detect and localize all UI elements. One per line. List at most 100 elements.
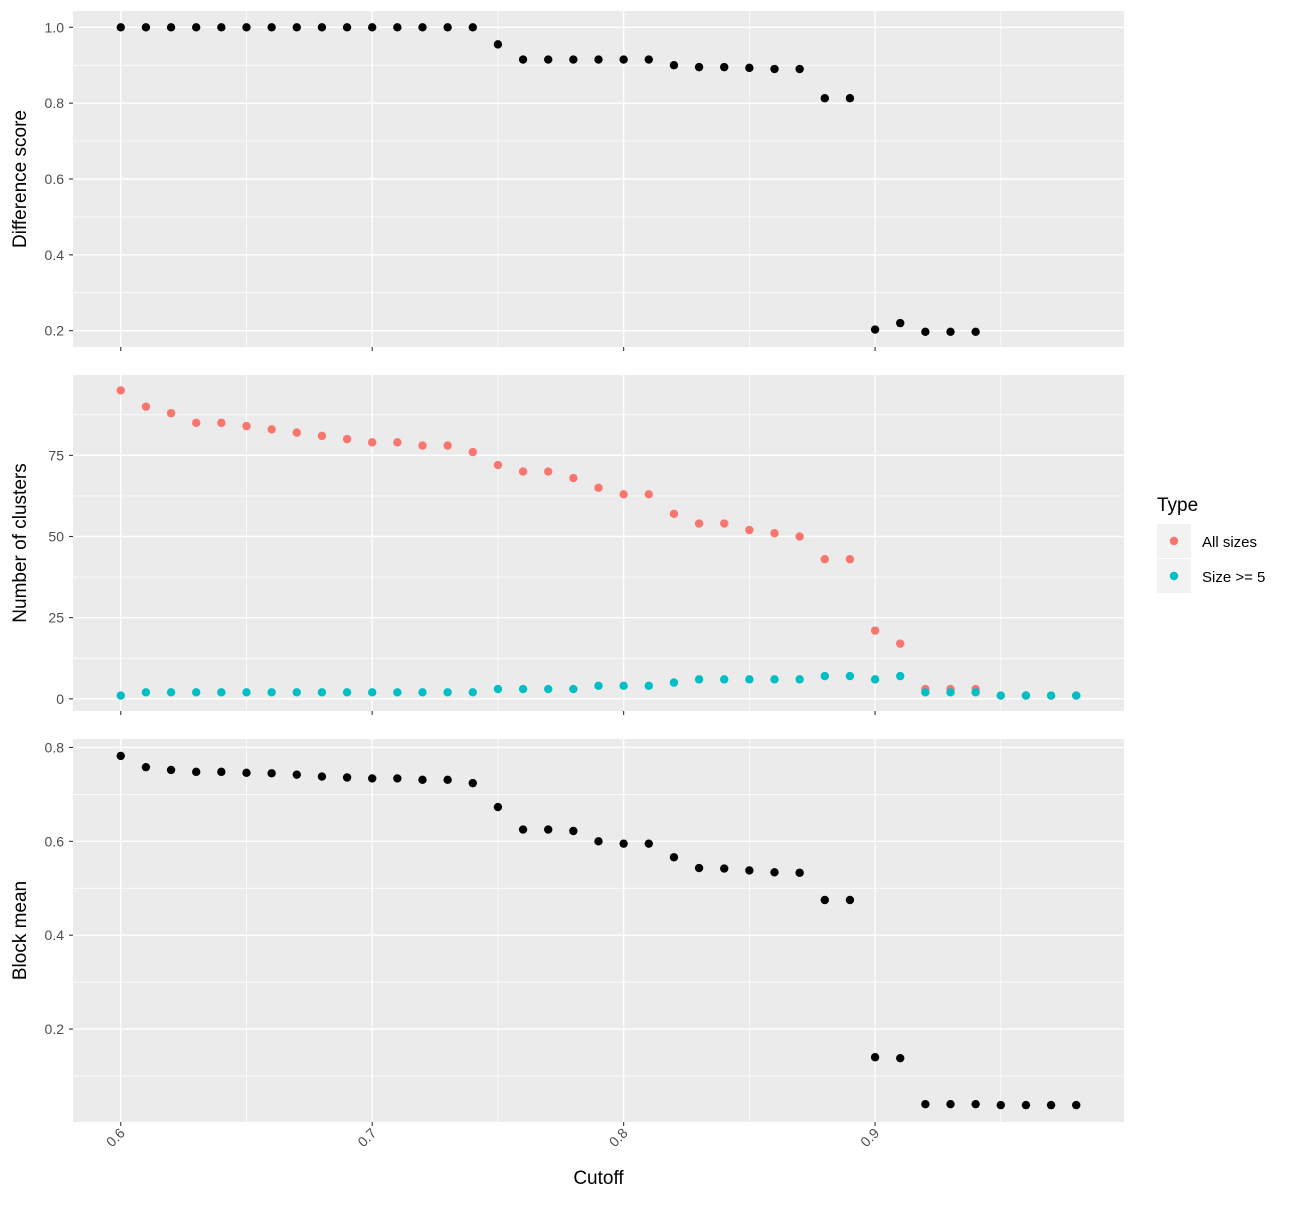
y-tick-label: 0.8 xyxy=(45,739,65,755)
data-point xyxy=(845,555,855,564)
data-point xyxy=(569,684,578,694)
panel-background xyxy=(73,375,1124,711)
data-point xyxy=(694,62,704,72)
y-tick-label: 0.2 xyxy=(45,1021,65,1037)
data-point xyxy=(745,525,754,535)
y-tick-label: 0 xyxy=(56,691,64,707)
data-point xyxy=(141,688,151,697)
data-point xyxy=(443,441,452,450)
data-point xyxy=(166,408,176,418)
data-point xyxy=(1046,691,1056,700)
data-point xyxy=(820,555,829,564)
y-tick-label: 1.0 xyxy=(45,19,65,35)
data-point xyxy=(896,318,905,328)
data-point xyxy=(946,688,955,697)
data-point xyxy=(594,681,603,691)
panel-1: 0.2 0.4 0.6 0.8 1.0 Difference score xyxy=(10,11,1124,351)
data-point xyxy=(242,23,251,32)
legend: Type All sizes Size >= 5 xyxy=(1157,495,1265,593)
data-point xyxy=(1046,1100,1056,1110)
y-axis-title: Number of clusters xyxy=(10,463,31,622)
data-point xyxy=(393,23,402,32)
legend-label: All sizes xyxy=(1202,534,1257,551)
data-point xyxy=(267,23,276,32)
data-point xyxy=(594,55,603,64)
data-point xyxy=(644,839,653,848)
data-point xyxy=(493,684,503,694)
data-point xyxy=(870,325,880,334)
data-point xyxy=(720,62,729,72)
data-point xyxy=(368,438,377,447)
data-point xyxy=(443,688,452,697)
data-point xyxy=(317,772,327,781)
y-tick-label: 0.4 xyxy=(45,927,65,943)
data-point xyxy=(921,688,930,697)
data-point xyxy=(493,460,503,470)
data-point xyxy=(418,23,427,32)
y-tick-label: 0.4 xyxy=(45,247,65,263)
data-point xyxy=(518,825,528,834)
y-tick-label: 75 xyxy=(48,447,64,463)
data-point xyxy=(342,434,352,444)
data-point xyxy=(770,868,779,877)
y-tick-label: 0.6 xyxy=(45,171,65,187)
data-point xyxy=(1021,1100,1031,1110)
y-tick-label: 0.6 xyxy=(45,833,65,849)
data-point xyxy=(342,773,352,782)
data-point xyxy=(1072,691,1081,700)
data-point xyxy=(217,688,226,697)
data-point xyxy=(166,23,176,32)
x-tick-label: 0.9 xyxy=(857,1125,882,1150)
data-point xyxy=(594,837,603,846)
data-point xyxy=(921,1099,930,1109)
data-point xyxy=(795,532,804,541)
data-point xyxy=(669,853,679,862)
data-point xyxy=(468,23,477,32)
data-point xyxy=(166,688,176,697)
y-axis-title: Block mean xyxy=(10,881,31,980)
data-point xyxy=(292,688,301,697)
data-point xyxy=(242,688,251,697)
data-point xyxy=(493,40,503,49)
data-point xyxy=(518,467,528,476)
data-point xyxy=(770,529,779,538)
legend-label: Size >= 5 xyxy=(1202,569,1265,586)
data-point xyxy=(418,688,427,697)
data-point xyxy=(896,639,905,648)
series-all-sizes xyxy=(116,386,1081,700)
data-point xyxy=(116,23,125,32)
data-point xyxy=(393,774,402,783)
data-point xyxy=(745,675,754,684)
data-point xyxy=(141,762,151,772)
data-point xyxy=(292,770,301,779)
data-point xyxy=(619,490,628,499)
data-point xyxy=(820,895,829,905)
data-point xyxy=(418,441,427,450)
data-point xyxy=(694,519,704,528)
data-point xyxy=(669,678,679,687)
legend-key xyxy=(1169,536,1179,546)
data-point xyxy=(946,1099,955,1109)
data-point xyxy=(870,626,880,635)
data-point xyxy=(468,447,477,457)
series-points xyxy=(116,751,1081,1110)
data-point xyxy=(393,438,402,447)
y-axis-title: Difference score xyxy=(10,110,31,248)
data-point xyxy=(267,769,276,778)
data-point xyxy=(368,23,377,32)
data-point xyxy=(317,431,327,441)
data-point xyxy=(644,681,653,691)
data-point xyxy=(770,64,779,74)
data-point xyxy=(192,23,201,32)
data-point xyxy=(267,425,276,434)
data-point xyxy=(569,473,578,483)
x-axis-title: Cutoff xyxy=(573,1168,624,1189)
data-point xyxy=(468,688,477,697)
data-point xyxy=(644,490,653,499)
data-point xyxy=(368,774,377,783)
data-point xyxy=(317,688,327,697)
data-point xyxy=(644,55,653,64)
data-point xyxy=(192,688,201,697)
data-point xyxy=(669,61,679,70)
data-point xyxy=(544,55,553,64)
